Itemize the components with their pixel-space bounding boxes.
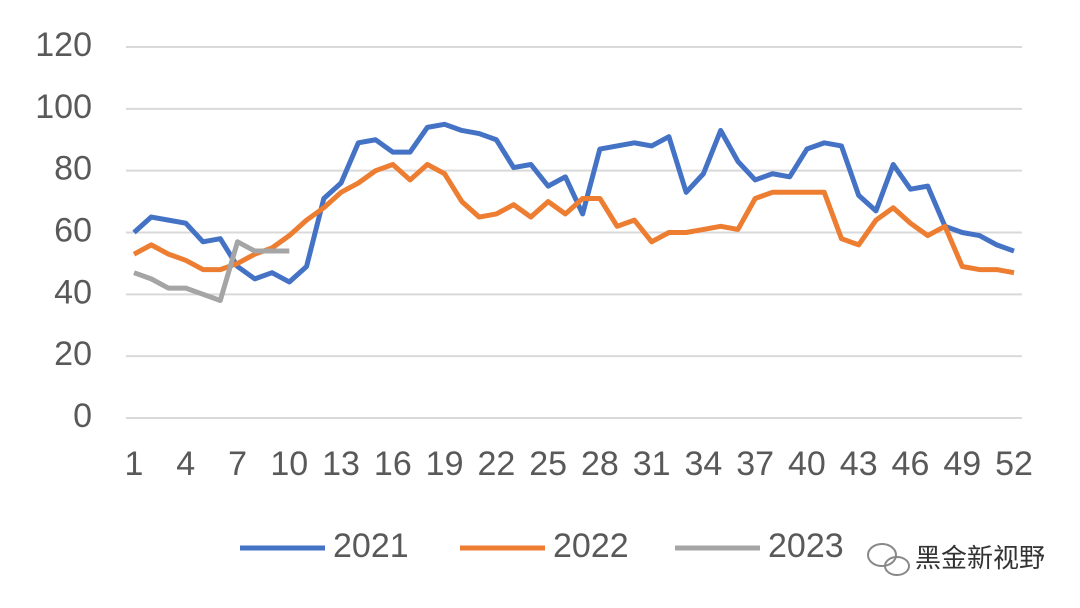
y-tick-label: 0: [73, 397, 92, 435]
legend-label: 2023: [768, 527, 844, 565]
x-tick-label: 31: [633, 445, 671, 483]
x-tick-label: 52: [995, 445, 1033, 483]
x-tick-label: 28: [581, 445, 619, 483]
x-tick-label: 13: [322, 445, 360, 483]
x-tick-label: 16: [374, 445, 412, 483]
x-tick-label: 22: [477, 445, 515, 483]
x-tick-label: 46: [892, 445, 930, 483]
series-line: [132, 161, 1015, 276]
x-tick-label: 1: [125, 445, 144, 483]
legend-label: 2022: [553, 527, 629, 565]
watermark-icon: [867, 543, 910, 576]
x-tick-label: 10: [270, 445, 308, 483]
legend-label: 2021: [333, 527, 409, 565]
y-tick-label: 100: [35, 88, 92, 126]
x-tick-label: 43: [840, 445, 878, 483]
watermark: 黑金新视野: [915, 543, 1045, 573]
x-tick-label: 49: [943, 445, 981, 483]
x-tick-label: 34: [684, 445, 722, 483]
x-tick-label: 7: [228, 445, 247, 483]
series-line: [132, 121, 1015, 285]
y-tick-label: 60: [54, 211, 92, 249]
y-tick-label: 120: [35, 26, 92, 64]
y-tick-label: 80: [54, 150, 92, 188]
x-tick-label: 25: [529, 445, 567, 483]
x-tick-label: 40: [788, 445, 826, 483]
x-tick-label: 37: [736, 445, 774, 483]
y-tick-label: 40: [54, 273, 92, 311]
series-line: [133, 239, 290, 304]
x-tick-label: 19: [426, 445, 464, 483]
x-tick-label: 4: [176, 445, 195, 483]
y-tick-label: 20: [54, 335, 92, 373]
